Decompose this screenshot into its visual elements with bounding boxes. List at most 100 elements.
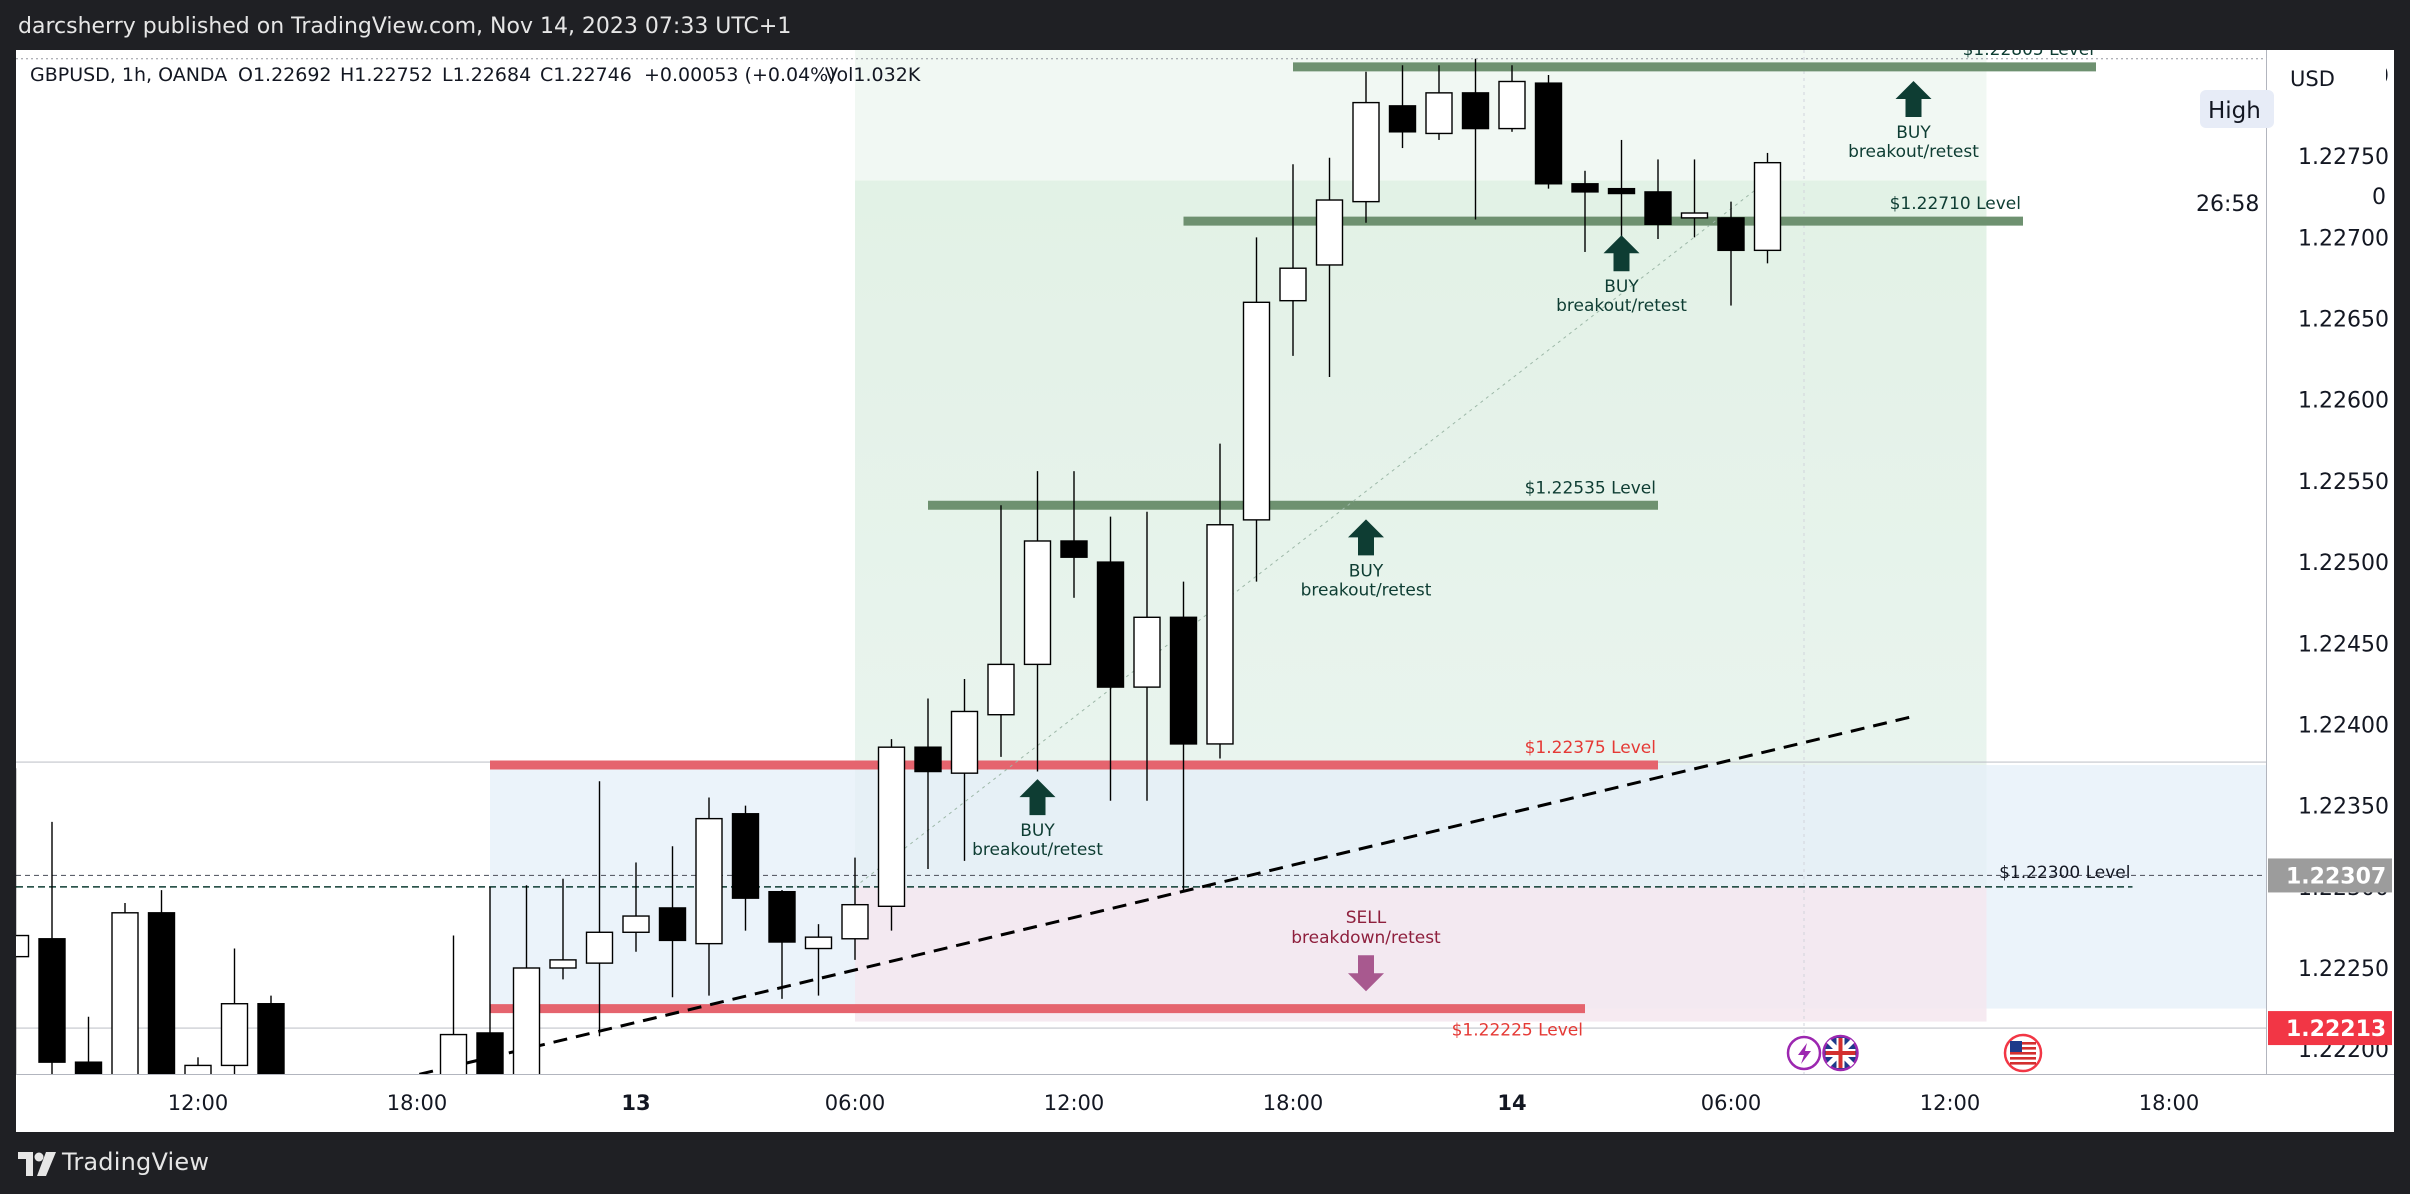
price-tick-10: 1.22700 — [2298, 226, 2389, 251]
price-tick-1: 1.22250 — [2298, 957, 2389, 982]
time-tick-1: 18:00 — [387, 1091, 448, 1115]
candle-body-20[interactable] — [841, 903, 869, 940]
legend-layer: GBPUSD, 1h, OANDA O1.22692 H1.22752 L1.2… — [30, 64, 921, 86]
signal-type-0: BUY — [1020, 821, 1055, 841]
candle-body-0[interactable] — [16, 934, 30, 958]
axes-layer: 1.222001.222501.223001.223501.224001.224… — [16, 50, 2394, 1132]
candle-body-21[interactable] — [877, 746, 906, 908]
candle-body-26[interactable] — [1060, 540, 1088, 558]
time-tick-9: 18:00 — [2139, 1091, 2200, 1115]
signal-text-1: breakout/retest — [1301, 580, 1432, 600]
tradingview-logo-icon[interactable] — [18, 1152, 56, 1176]
countdown-timer: 26:58 — [2196, 192, 2259, 217]
candle-body-24[interactable] — [987, 663, 1015, 716]
level-label-1: $1.22710 Level — [1890, 194, 2021, 214]
signals-layer: BUYbreakout/retestBUYbreakout/retestBUYb… — [972, 81, 1979, 992]
candle-body-28[interactable] — [1133, 616, 1161, 688]
candle-body-39[interactable] — [1534, 82, 1563, 185]
events-layer — [1786, 1033, 2043, 1073]
candle-body-25[interactable] — [1023, 540, 1052, 666]
lightning-event-icon[interactable] — [1786, 1035, 1822, 1071]
price-badge-red — [2268, 1011, 2392, 1046]
candle-body-16[interactable] — [695, 817, 723, 945]
time-tick-4: 12:00 — [1044, 1091, 1105, 1115]
candle-body-44[interactable] — [1717, 217, 1745, 252]
candle-body-34[interactable] — [1352, 101, 1380, 203]
uk-flag-event-icon[interactable] — [1822, 1034, 1859, 1072]
chart-area[interactable]: $1.22805 Level $1.22710 Level $1.22535 Lev… — [16, 50, 2394, 1132]
candle-body-36[interactable] — [1425, 92, 1453, 135]
price-tick-3: 1.22350 — [2298, 795, 2389, 820]
candlestick-chart[interactable]: $1.22805 Level $1.22710 Level $1.22535 Lev… — [16, 50, 2394, 1132]
price-badge-grey — [2268, 858, 2392, 893]
level-label-5: $1.22225 Level — [1452, 1021, 1583, 1041]
candle-body-30[interactable] — [1206, 524, 1234, 745]
legend-symbol[interactable]: GBPUSD, 1h, OANDA — [30, 64, 227, 86]
candle-body-23[interactable] — [950, 710, 979, 774]
signal-text-4: breakdown/retest — [1291, 928, 1441, 948]
time-tick-0: 12:00 — [168, 1091, 229, 1115]
price-tick-6: 1.22500 — [2298, 551, 2389, 576]
level-label-2: $1.22535 Level — [1525, 478, 1656, 498]
candle-body-33[interactable] — [1315, 199, 1344, 266]
price-tick-8: 1.22600 — [2298, 389, 2389, 414]
candle-body-29[interactable] — [1169, 616, 1198, 745]
level-label-0: $1.22805 Level — [1963, 50, 2094, 60]
signal-text-3: breakout/retest — [1848, 142, 1979, 162]
candle-body-13[interactable] — [585, 931, 614, 964]
candle-body-6[interactable] — [220, 1003, 249, 1067]
target-diagonal-guide — [854, 180, 1768, 888]
buy-arrow-icon-3 — [1895, 81, 1932, 117]
candle-body-27[interactable] — [1096, 561, 1125, 688]
currency-button[interactable]: USD — [2290, 67, 2335, 91]
candle-body-40[interactable] — [1571, 183, 1599, 193]
candle-body-45[interactable] — [1753, 161, 1782, 252]
candle-body-41[interactable] — [1607, 187, 1636, 195]
buy-arrow-icon-2 — [1603, 235, 1640, 272]
candle-body-3[interactable] — [111, 912, 139, 1102]
us-flag-event-icon[interactable] — [2003, 1033, 2043, 1073]
signal-type-3: BUY — [1896, 123, 1931, 143]
buy-arrow-icon-1 — [1348, 519, 1384, 556]
price-badge-text-0: 1.22307 — [2286, 864, 2386, 889]
candle-body-35[interactable] — [1388, 105, 1417, 133]
legend-close: C1.22746 — [540, 64, 632, 86]
level-label-4: $1.22300 Level — [1999, 863, 2130, 883]
currency-button-bg[interactable] — [2278, 58, 2386, 96]
time-axis-panel[interactable] — [16, 1074, 2394, 1132]
axis-widgets-layer: USD High 26:58 0 — [2196, 58, 2386, 217]
time-tick-3: 06:00 — [825, 1091, 886, 1115]
candle-body-18[interactable] — [768, 890, 796, 943]
candle-body-42[interactable] — [1644, 191, 1672, 226]
level-label-3: $1.22375 Level — [1525, 738, 1656, 758]
time-tick-6: 14 — [1497, 1091, 1526, 1115]
candle-body-37[interactable] — [1461, 92, 1490, 130]
time-tick-5: 18:00 — [1263, 1091, 1324, 1115]
candle-body-17[interactable] — [731, 813, 760, 899]
candle-body-31[interactable] — [1242, 301, 1271, 521]
axis-cut-tick: 0 — [2372, 185, 2386, 210]
zone-long-target-upper — [855, 50, 1987, 181]
candle-body-4[interactable] — [147, 912, 176, 1102]
candle-body-22[interactable] — [914, 746, 942, 773]
trendline-layer — [307, 180, 1914, 1103]
candle-body-19[interactable] — [804, 936, 833, 950]
candle-body-43[interactable] — [1680, 212, 1709, 219]
candle-body-15[interactable] — [658, 907, 687, 942]
tradingview-brand[interactable]: TradingView — [62, 1148, 210, 1176]
candle-body-12[interactable] — [549, 959, 577, 969]
candle-body-14[interactable] — [622, 915, 650, 933]
footer-bar: TradingView — [0, 1132, 2410, 1194]
levels-layer: $1.22805 Level $1.22710 Level $1.22535 Lev… — [16, 50, 2133, 1041]
candle-body-32[interactable] — [1279, 267, 1307, 302]
candle-body-1[interactable] — [38, 938, 66, 1063]
signal-type-1: BUY — [1349, 561, 1384, 581]
price-tick-9: 1.22650 — [2298, 308, 2389, 333]
candle-body-38[interactable] — [1498, 80, 1526, 130]
signal-type-2: BUY — [1604, 277, 1639, 297]
price-axis-panel[interactable] — [2266, 50, 2394, 1132]
high-label-bg — [2200, 90, 2274, 128]
legend-high: H1.22752 — [340, 64, 433, 86]
price-badge-text-1: 1.22213 — [2286, 1017, 2386, 1042]
